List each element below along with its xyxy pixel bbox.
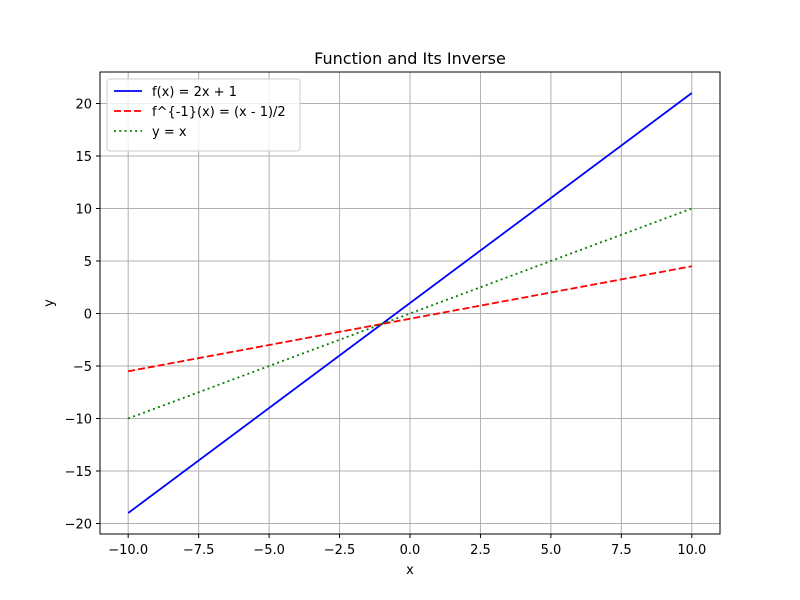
x-tick-label: 7.5 xyxy=(611,543,632,558)
x-tick-label: −10.0 xyxy=(108,543,148,558)
chart-title: Function and Its Inverse xyxy=(314,49,506,68)
x-axis-title: x xyxy=(406,563,414,578)
series-line-2 xyxy=(128,265,692,373)
x-tick-label: 0.0 xyxy=(400,543,421,558)
y-tick-label: 5 xyxy=(84,255,92,270)
legend-label-1: f(x) = 2x + 1 xyxy=(152,85,237,100)
legend-label-3: y = x xyxy=(152,125,187,140)
y-axis-title: y xyxy=(42,299,57,307)
legend-label-2: f^{-1}(x) = (x - 1)/2 xyxy=(152,105,286,120)
series-line-1 xyxy=(127,92,693,514)
y-tick-label: −10 xyxy=(65,413,92,428)
y-tick-label: −15 xyxy=(65,465,92,480)
legend-box xyxy=(106,78,301,152)
y-tick-label: 0 xyxy=(84,308,92,323)
x-tick-label: −2.5 xyxy=(324,543,356,558)
x-tick-label: 10.0 xyxy=(677,543,706,558)
x-tick-label: −5.0 xyxy=(253,543,285,558)
y-tick-label: 10 xyxy=(75,203,92,218)
y-tick-label: −5 xyxy=(73,360,92,375)
y-tick-label: 20 xyxy=(75,98,92,113)
grid xyxy=(100,72,720,534)
y-tick-label: −20 xyxy=(65,518,92,533)
y-tick-label: 15 xyxy=(75,150,92,165)
series-lines xyxy=(127,92,693,514)
legend: f(x) = 2x + 1 f^{-1}(x) = (x - 1)/2 y = x xyxy=(106,78,301,152)
x-tick-label: −7.5 xyxy=(183,543,215,558)
axis-ticks: −10.0 −7.5 −5.0 −2.5 0.0 2.5 5.0 7.5 10.0 −20 −15 −… xyxy=(65,98,707,559)
x-tick-label: 2.5 xyxy=(470,543,491,558)
x-tick-label: 5.0 xyxy=(541,543,562,558)
